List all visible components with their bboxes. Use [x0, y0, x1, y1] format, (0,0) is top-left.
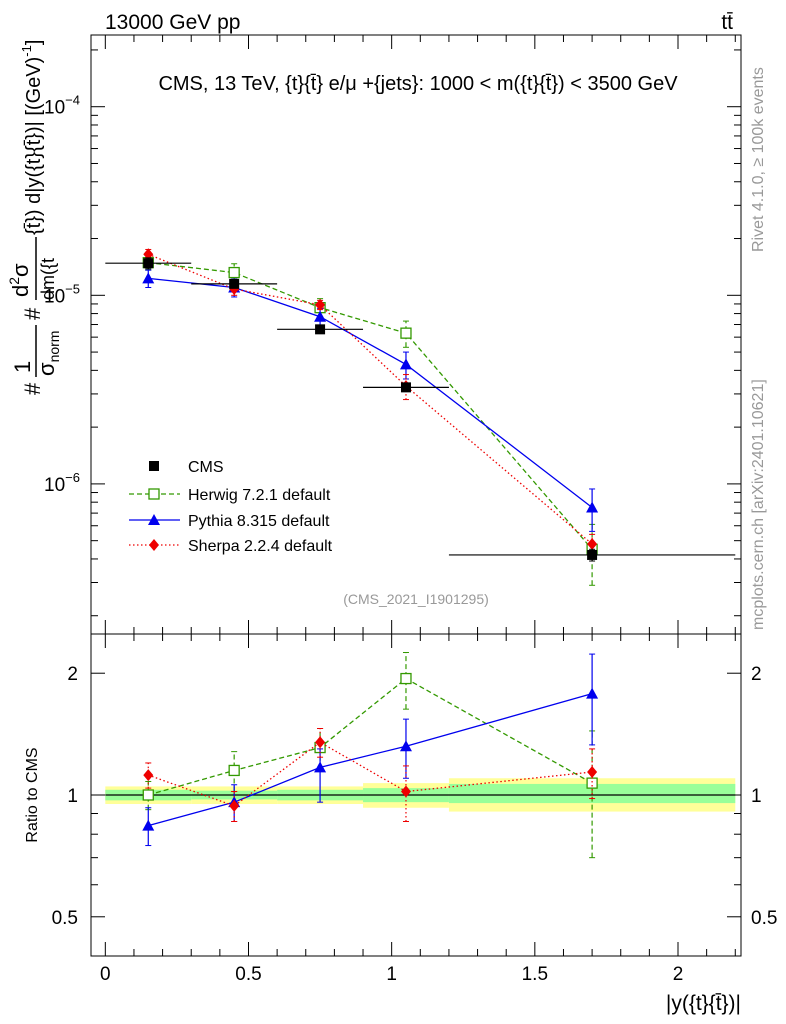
ratio-point-herwig [586, 777, 598, 789]
x-tick-label: 2 [673, 964, 684, 985]
main-panel: 10−6 10−5 10−4 CMS, 13 TeV, {t}{t̄} e/μ +{… [6, 34, 742, 635]
legend-marker-pythia [148, 514, 160, 525]
legend-label-herwig: Herwig 7.2.1 default [188, 487, 331, 504]
ratio-point-pythia [586, 687, 599, 699]
x-tick-label: 1 [386, 964, 397, 985]
main-point-data [587, 549, 598, 560]
ratio-uncertainty-bands [105, 778, 736, 812]
ratio-point-pythia [399, 740, 412, 752]
header-energy-label: 13000 GeV pp [105, 11, 240, 34]
main-point-herwig [228, 266, 240, 279]
ratio-line-herwig [148, 677, 593, 796]
main-point-sherpa [143, 248, 154, 261]
ratio-y-tick-label-right: 1 [751, 786, 762, 807]
main-point-sherpa [315, 298, 326, 311]
ratio-axis-ticks: 0.5 0.5 1 1 2 2 0 0.5 1 1.5 2 [52, 634, 777, 985]
legend-label-pythia: Pythia 8.315 default [188, 513, 330, 530]
main-point-data [400, 382, 411, 393]
ratio-y-tick-label-right: 2 [751, 664, 762, 685]
x-tick-label: 0 [100, 964, 111, 985]
ylabel-norm: norm [46, 331, 62, 363]
ratio-point-sherpa [143, 769, 154, 782]
ratio-point-sherpa [587, 765, 598, 778]
ratio-point-herwig [228, 764, 240, 777]
ylabel-rest: {t̄}) d|y({t}{t̄})| [(GeV) [23, 57, 45, 235]
main-point-pythia [314, 310, 327, 322]
ylabel-d: d [8, 285, 33, 297]
ylabel-denominator: dm({t [38, 258, 58, 300]
ratio-point-sherpa [315, 736, 326, 749]
ratio-point-sherpa [229, 799, 240, 812]
ratio-y-tick-label-left: 2 [67, 664, 78, 685]
analysis-watermark: (CMS_2021_I1901295) [343, 591, 489, 607]
ylabel-hash-2: # [20, 307, 45, 320]
ratio-point-herwig [400, 672, 412, 685]
ratio-plot-frame [90, 633, 742, 957]
svg-text:σnorm: σnorm [34, 331, 62, 376]
main-axis-ticks: 10−6 10−5 10−4 [44, 35, 741, 634]
legend-entry-cms: CMS [149, 459, 224, 476]
ylabel-sigma-2: σ [8, 263, 33, 277]
main-point-sherpa [587, 538, 598, 551]
main-y-tick-label: 10−4 [44, 93, 80, 119]
legend: CMS Herwig 7.2.1 default Pythia 8.315 de… [129, 459, 333, 555]
ratio-panel: 0.5 0.5 1 1 2 2 0 0.5 1 1.5 2 Ratio to CMS |y({t}{… [24, 633, 777, 1015]
x-axis-label: |y({t}{t̄})| [666, 992, 741, 1015]
legend-entry-sherpa: Sherpa 2.2.4 default [129, 538, 333, 555]
ratio-point-pythia [142, 819, 155, 831]
ylabel-minus-one: -1 [19, 45, 34, 57]
rivet-version-label: Rivet 4.1.0, ≥ 100k events [750, 67, 767, 252]
svg-text:{t̄}) d|y({t}{t̄})| [(GeV)-1]: {t̄}) d|y({t}{t̄})| [(GeV)-1] [19, 40, 45, 235]
legend-label-cms: CMS [188, 459, 224, 476]
ylabel-sup2: 2 [6, 277, 22, 285]
legend-marker-herwig [148, 488, 160, 500]
ylabel-one: 1 [10, 361, 35, 373]
main-point-pythia [142, 272, 155, 284]
ratio-y-axis-label: Ratio to CMS [24, 747, 41, 842]
legend-label-sherpa: Sherpa 2.2.4 default [188, 538, 333, 555]
svg-text:#: # [20, 382, 45, 395]
main-point-pythia [399, 358, 412, 370]
ratio-y-tick-label-left: 1 [67, 786, 78, 807]
ratio-series-layer [142, 652, 599, 859]
ylabel-close: ] [23, 40, 45, 46]
legend-marker-sherpa [149, 539, 159, 551]
main-point-data [229, 278, 240, 289]
ratio-point-herwig [142, 789, 154, 801]
main-y-axis-label: # 1 σnorm # d2σ dm({t {t̄}) d|y({t}{t̄})… [6, 40, 62, 395]
ratio-y-tick-label-left: 0.5 [52, 908, 78, 929]
legend-marker-cms [149, 461, 159, 471]
x-tick-label: 0.5 [235, 964, 261, 985]
svg-text:d2σ: d2σ [6, 263, 33, 297]
main-point-data [315, 324, 326, 335]
x-tick-label: 1.5 [522, 964, 548, 985]
ratio-y-tick-label-right: 0.5 [751, 908, 777, 929]
main-point-pythia [586, 501, 599, 513]
main-line-herwig [148, 261, 593, 550]
main-point-herwig [400, 327, 412, 339]
legend-entry-herwig: Herwig 7.2.1 default [129, 487, 331, 504]
header-process-label: tt̄ [721, 11, 733, 34]
ratio-point-pythia [314, 761, 327, 773]
main-y-tick-label: 10−5 [44, 281, 80, 307]
mcplots-reference-label: mcplots.cern.ch [arXiv:2401.10621] [750, 379, 767, 630]
ylabel-hash: # [20, 382, 45, 395]
main-series-layer [105, 248, 736, 586]
main-plot-title: CMS, 13 TeV, {t}{t̄} e/μ +{jets}: 1000 <… [158, 73, 678, 95]
ratio-point-sherpa [400, 785, 411, 798]
ylabel-sigma: σ [34, 362, 59, 376]
main-point-data [143, 258, 154, 269]
ratio-line-sherpa [148, 741, 593, 807]
legend-entry-pythia: Pythia 8.315 default [129, 513, 330, 530]
main-y-tick-label: 10−6 [44, 470, 80, 496]
